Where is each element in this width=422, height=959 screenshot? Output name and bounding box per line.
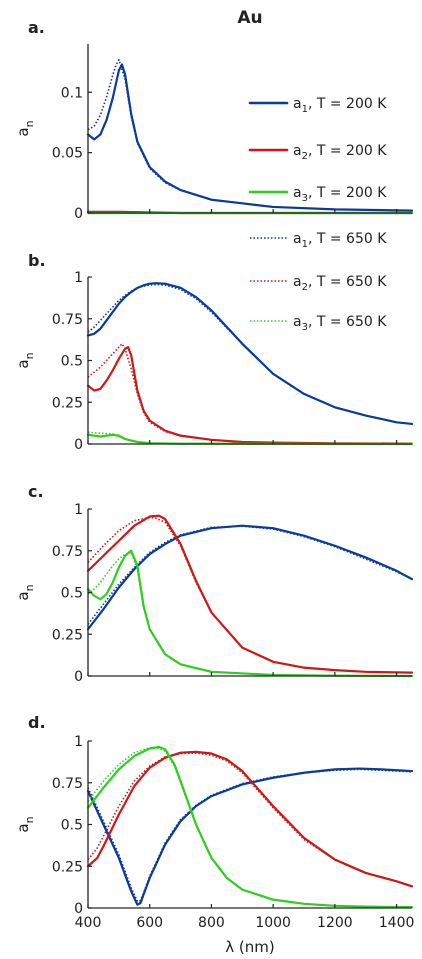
x-tick-label: 600 <box>136 915 163 931</box>
y-tick-label: 1 <box>74 270 83 286</box>
y-tick-label: 0.5 <box>61 586 83 602</box>
panel-label: a. <box>28 18 45 37</box>
panel-label: d. <box>28 713 46 732</box>
series-line <box>86 514 414 674</box>
x-axis-label: λ (nm) <box>225 938 274 956</box>
series-line <box>87 551 413 677</box>
y-tick-label: 0 <box>74 437 83 453</box>
y-tick-label: 0.25 <box>52 395 83 411</box>
y-tick-label: 0.5 <box>61 354 83 370</box>
series-line <box>87 58 413 212</box>
y-tick-label: 0.25 <box>52 627 83 643</box>
y-tick-label: 0.05 <box>52 146 83 162</box>
y-tick-label: 0 <box>74 901 83 917</box>
y-tick-label: 0 <box>74 669 83 685</box>
y-tick-label: 0.25 <box>52 859 83 875</box>
y-axis-label: an <box>14 816 36 832</box>
y-tick-label: 1 <box>74 734 83 750</box>
panel-2: c. 0 0.25 0.5 0.75 1 an <box>14 482 414 685</box>
y-axis-label: an <box>14 352 36 368</box>
panel-label: c. <box>28 482 44 501</box>
panel-0: a. 0 0.05 0.1 an <box>14 18 414 222</box>
panels: a. 0 0.05 0.1 an b. 0 0.25 0.5 0.75 1 an c. 0 0.25 0.5 0… <box>14 18 414 931</box>
series-line <box>87 752 413 888</box>
x-tick-label: 1200 <box>317 915 353 931</box>
legend-label: a3, T = 200 K <box>293 185 387 204</box>
series-line <box>87 516 413 674</box>
series-line <box>86 745 414 909</box>
y-tick-label: 0.75 <box>52 312 83 328</box>
series-line <box>87 343 413 445</box>
panel-label: b. <box>28 251 46 270</box>
series-line <box>86 549 414 678</box>
y-tick-label: 0.75 <box>52 544 83 560</box>
legend: a1, T = 200 K a2, T = 200 K a3, T = 200 K a… <box>248 96 387 333</box>
legend-label: a3, T = 650 K <box>293 314 387 333</box>
x-tick-label: 1400 <box>379 915 415 931</box>
y-axis-label: an <box>14 584 36 600</box>
y-tick-label: 0.5 <box>61 818 83 834</box>
legend-label: a1, T = 650 K <box>293 231 387 250</box>
y-axis-label: an <box>14 120 36 136</box>
legend-label: a2, T = 650 K <box>293 274 387 293</box>
series-line <box>86 750 414 888</box>
panel-1: b. 0 0.25 0.5 0.75 1 an <box>14 251 414 453</box>
y-tick-label: 0.1 <box>61 85 83 101</box>
legend-label: a2, T = 200 K <box>293 143 387 162</box>
legend-label: a1, T = 200 K <box>293 96 387 115</box>
y-tick-label: 0.75 <box>52 776 83 792</box>
series-line <box>87 746 413 908</box>
series-line <box>86 767 414 906</box>
series-line <box>86 282 414 426</box>
series-line <box>87 525 413 625</box>
y-tick-label: 0 <box>74 206 83 222</box>
x-tick-label: 800 <box>198 915 225 931</box>
x-tick-label: 1000 <box>255 915 291 931</box>
series-line <box>87 768 413 903</box>
x-tick-label: 400 <box>75 915 102 931</box>
figure-title: Au <box>237 8 262 28</box>
series-line <box>86 524 414 631</box>
series-line <box>86 346 414 445</box>
y-tick-label: 1 <box>74 502 83 518</box>
series-line <box>87 283 413 425</box>
